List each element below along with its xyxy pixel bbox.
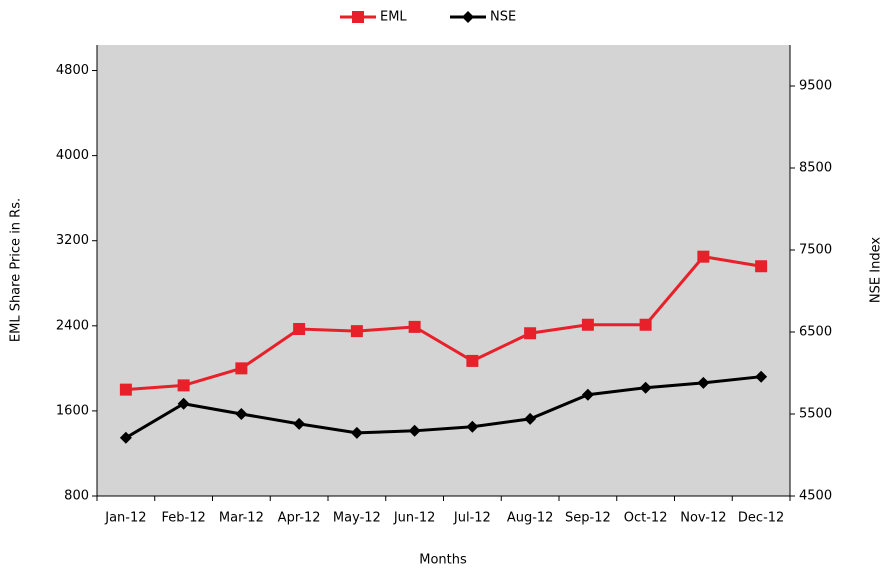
marker bbox=[293, 417, 306, 430]
marker bbox=[119, 383, 132, 396]
marker bbox=[524, 327, 537, 340]
x-tick-label: Nov-12 bbox=[680, 511, 726, 526]
marker bbox=[466, 354, 479, 367]
x-tick-label: Oct-12 bbox=[624, 511, 668, 526]
series-line bbox=[125, 375, 762, 440]
marker bbox=[235, 362, 248, 375]
y2-tick-label: 5500 bbox=[799, 407, 832, 422]
marker bbox=[466, 420, 479, 433]
x-axis-label: Months bbox=[419, 553, 467, 568]
y2-tick-label: 7500 bbox=[799, 243, 832, 258]
x-tick-label: Aug-12 bbox=[507, 511, 554, 526]
y2-tick-label: 4500 bbox=[799, 489, 832, 504]
y-tick-label: 2400 bbox=[56, 318, 89, 333]
legend-label: NSE bbox=[490, 10, 516, 25]
x-tick-label: Apr-12 bbox=[278, 511, 321, 526]
marker bbox=[408, 424, 421, 437]
marker bbox=[352, 11, 364, 23]
marker bbox=[177, 379, 190, 392]
y-tick-label: 3200 bbox=[56, 233, 89, 248]
x-tick-label: Jan-12 bbox=[104, 511, 146, 526]
marker bbox=[524, 412, 537, 425]
y2-tick-label: 9500 bbox=[799, 79, 832, 94]
marker bbox=[755, 370, 768, 383]
marker bbox=[462, 11, 474, 23]
y2-tick-label: 8500 bbox=[799, 161, 832, 176]
y-tick-label: 4800 bbox=[56, 63, 89, 78]
marker bbox=[639, 318, 652, 331]
x-tick-label: May-12 bbox=[333, 511, 381, 526]
marker bbox=[408, 320, 421, 333]
y2-tick-label: 6500 bbox=[799, 325, 832, 340]
marker bbox=[697, 250, 710, 263]
marker bbox=[235, 408, 248, 420]
marker bbox=[350, 325, 363, 338]
legend-label: EML bbox=[380, 10, 407, 25]
x-tick-label: Dec-12 bbox=[738, 511, 784, 526]
series-line bbox=[125, 255, 762, 392]
y-tick-label: 4000 bbox=[56, 148, 89, 163]
marker bbox=[581, 318, 594, 331]
x-tick-label: Jul-12 bbox=[453, 511, 491, 526]
y-tick-label: 800 bbox=[64, 489, 89, 504]
marker bbox=[581, 388, 594, 401]
marker bbox=[177, 397, 190, 410]
marker bbox=[350, 426, 363, 439]
plot-area bbox=[97, 45, 790, 496]
x-tick-label: Sep-12 bbox=[565, 511, 611, 526]
marker bbox=[293, 323, 306, 336]
y2-axis-label: NSE Index bbox=[869, 237, 884, 303]
marker bbox=[119, 431, 132, 444]
y-tick-label: 1600 bbox=[56, 403, 89, 418]
x-tick-label: Feb-12 bbox=[162, 511, 206, 526]
x-tick-label: Mar-12 bbox=[219, 511, 264, 526]
x-tick-label: Jun-12 bbox=[393, 511, 436, 526]
marker bbox=[755, 260, 768, 273]
marker bbox=[639, 381, 652, 394]
marker bbox=[697, 376, 710, 389]
y-axis-label: EML Share Price in Rs. bbox=[9, 198, 24, 342]
